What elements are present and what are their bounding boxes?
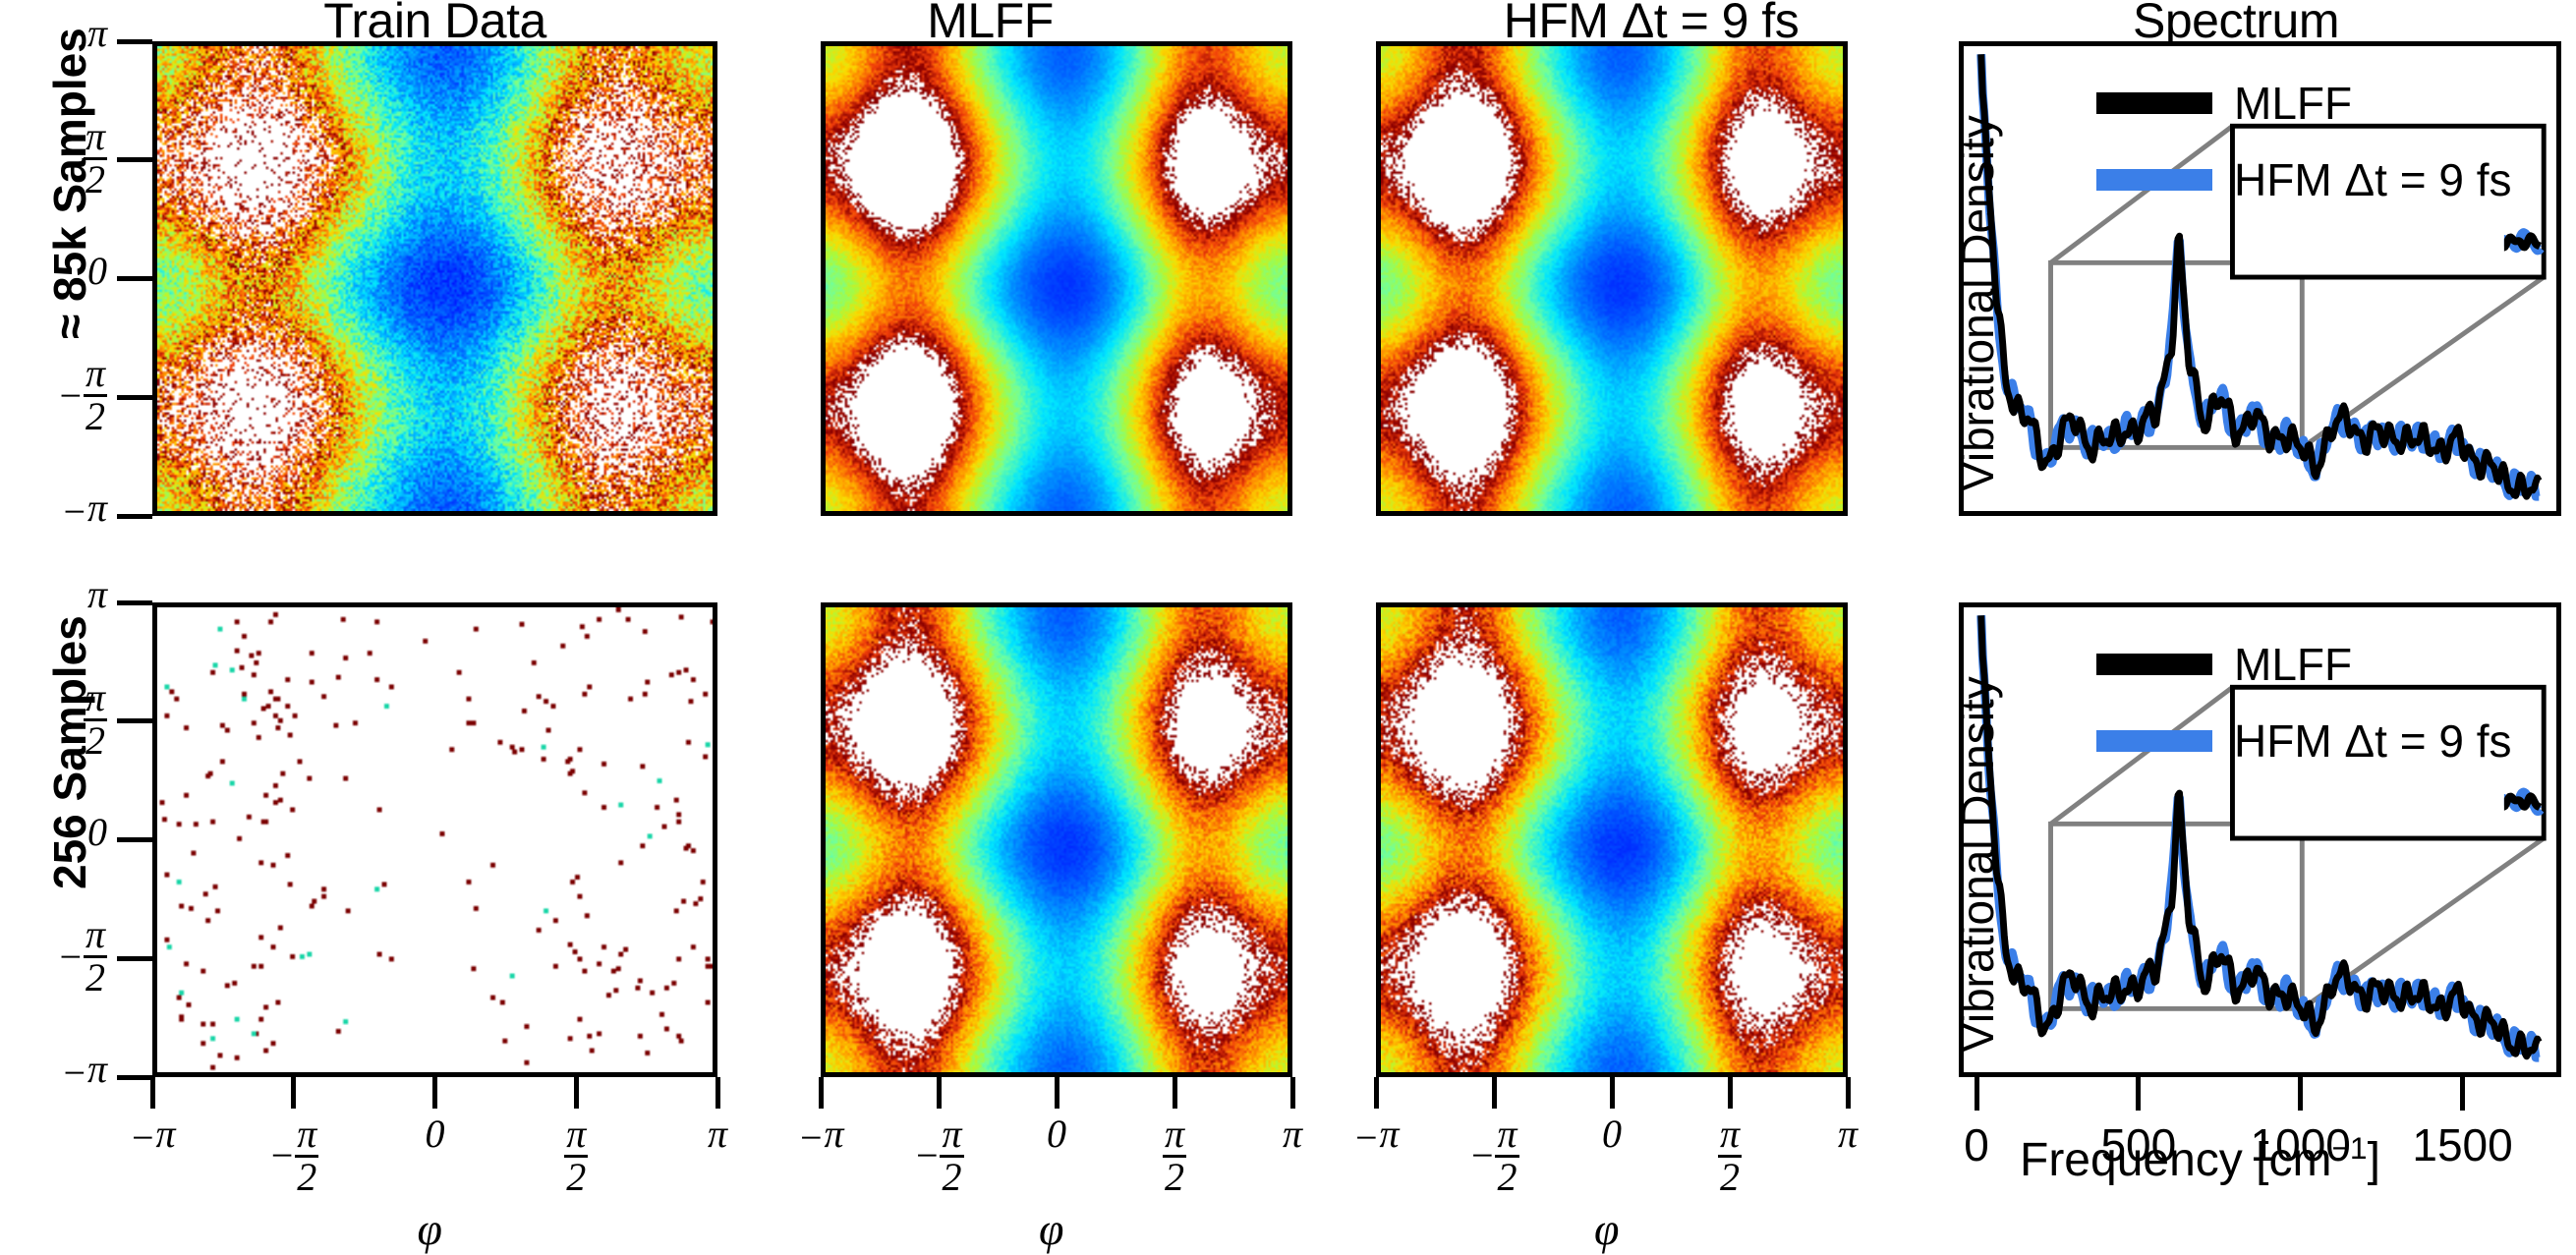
- rama-ytick-label: 0: [87, 248, 107, 293]
- rama-xtick-label: π: [1837, 1112, 1859, 1156]
- panel-hfm-85k: [1376, 41, 1848, 516]
- panel-hfm-256: [1376, 602, 1848, 1077]
- spectrum-xtick-label: 0: [1964, 1119, 1989, 1170]
- rama-xtick-mark: [432, 1077, 437, 1109]
- rama-xtick-label: −π: [129, 1112, 176, 1160]
- rama-xtick-label: − π 2: [1468, 1112, 1519, 1199]
- legend-label-mlff: MLFF: [2234, 639, 2353, 690]
- rama-ytick-label: π: [86, 11, 107, 55]
- spectrum-xtick-mark: [2298, 1077, 2304, 1111]
- rama-ytick-label: 0: [87, 809, 107, 854]
- rama-xtick-label: − π 2: [268, 1112, 319, 1199]
- legend-label-hfm: HFM Δt = 9 fs: [2234, 154, 2512, 205]
- rama-xtick-mark: [1845, 1077, 1851, 1109]
- rama-ytick-mark: [117, 276, 152, 281]
- spectrum-xlabel-sup: −1: [2331, 1130, 2368, 1166]
- panel-train-data-85k: [152, 41, 717, 516]
- rama-xtick-label: π: [707, 1112, 728, 1156]
- panel-mlff-85k: [821, 41, 1292, 516]
- rama-xtick-mark: [1491, 1077, 1497, 1109]
- rama-xtick-mark: [1727, 1077, 1733, 1109]
- inset-connector: [2049, 685, 2234, 827]
- rama-xtick-mark: [1289, 1077, 1295, 1109]
- rama-xlabel: φ: [1594, 1204, 1620, 1254]
- rama-xtick-mark: [1373, 1077, 1379, 1109]
- rama-xtick-label: 0: [1602, 1112, 1622, 1156]
- rama-xtick-label: 0: [1047, 1112, 1066, 1156]
- spectrum-xtick-label: 1500: [2412, 1119, 2513, 1170]
- legend-spectrum-256: MLFF: [2096, 642, 2352, 687]
- rama-xtick-mark: [936, 1077, 942, 1109]
- inset-connector: [2049, 124, 2234, 265]
- rama-xtick-mark: [149, 1077, 155, 1109]
- rama-ytick-label: −π: [60, 485, 107, 534]
- rama-ytick-mark: [117, 394, 152, 400]
- rama-xtick-mark: [291, 1077, 297, 1109]
- spectrum-line-mlff: [1977, 615, 2543, 1060]
- figure-root: Train Data MLFF HFM Δt = 9 fs Spectrum ≈…: [44, 0, 2561, 1254]
- column-title-hfm: HFM Δt = 9 fs: [1503, 0, 1800, 48]
- spectrum-xtick-label: 500: [2100, 1119, 2177, 1170]
- rama-ytick-mark: [117, 1074, 152, 1080]
- legend-spectrum-85k-hfm: HFM Δt = 9 fs: [2096, 157, 2512, 202]
- rama-xtick-mark: [1609, 1077, 1615, 1109]
- rama-ytick-mark: [117, 955, 152, 961]
- spectrum-xtick-mark: [1974, 1077, 1979, 1111]
- rama-xlabel: φ: [417, 1204, 442, 1254]
- rama-xtick-mark: [715, 1077, 720, 1109]
- legend-spectrum-256-hfm: HFM Δt = 9 fs: [2096, 718, 2512, 764]
- spectrum-xlabel-suffix: ]: [2367, 1134, 2380, 1186]
- rama-xtick-label: 0: [425, 1112, 445, 1156]
- column-title-train-data: Train Data: [323, 0, 546, 48]
- legend-label-hfm: HFM Δt = 9 fs: [2234, 715, 2512, 767]
- inset-axes: [2230, 684, 2547, 841]
- spectrum-xtick-mark: [2460, 1077, 2466, 1111]
- inset-axes: [2230, 123, 2547, 280]
- rama-xlabel: φ: [1039, 1204, 1064, 1254]
- rama-ytick-mark: [117, 599, 152, 605]
- column-title-mlff: MLFF: [927, 0, 1054, 48]
- rama-ytick-mark: [117, 38, 152, 44]
- rama-ytick-mark: [117, 837, 152, 842]
- legend-label-mlff: MLFF: [2234, 78, 2353, 129]
- rama-ytick-label: −π: [60, 1047, 107, 1095]
- spectrum-xtick-label: 1000: [2250, 1119, 2351, 1170]
- rama-xtick-label: π: [1282, 1112, 1303, 1156]
- panel-spectrum-256: [1959, 602, 2561, 1077]
- rama-xtick-mark: [818, 1077, 824, 1109]
- rama-ytick-label: − π 2: [56, 912, 107, 1000]
- spectrum-line-mlff: [1977, 54, 2543, 500]
- spectrum-xlabel-row2: Frequency [cm−1]: [2020, 1130, 2380, 1187]
- rama-ytick-mark: [117, 513, 152, 519]
- rama-xtick-label: − π 2: [913, 1112, 964, 1199]
- legend-swatch-mlff: [2096, 654, 2212, 675]
- column-title-spectrum: Spectrum: [2133, 0, 2339, 48]
- legend-swatch-hfm: [2096, 169, 2212, 191]
- legend-swatch-mlff: [2096, 92, 2212, 114]
- rama-ytick-label: − π 2: [56, 351, 107, 439]
- spectrum-xlabel-prefix: Frequency [cm: [2020, 1134, 2332, 1186]
- rama-xtick-mark: [573, 1077, 579, 1109]
- rama-ytick-mark: [117, 718, 152, 724]
- rama-ytick-label: π: [86, 572, 107, 616]
- spectrum-xtick-mark: [2136, 1077, 2142, 1111]
- legend-swatch-hfm: [2096, 730, 2212, 752]
- spectrum-ylabel-row2: Vibrational Density: [1952, 676, 2003, 1053]
- rama-xtick-label: −π: [1352, 1112, 1400, 1160]
- rama-xtick-mark: [1054, 1077, 1059, 1109]
- panel-mlff-256: [821, 602, 1292, 1077]
- legend-spectrum-85k: MLFF: [2096, 81, 2352, 126]
- rama-xtick-mark: [1172, 1077, 1177, 1109]
- panel-train-data-256: [152, 602, 717, 1077]
- spectrum-ylabel-row1: Vibrational Density: [1952, 115, 2003, 491]
- rama-xtick-label: −π: [797, 1112, 844, 1160]
- rama-ytick-mark: [117, 157, 152, 163]
- panel-spectrum-85k: [1959, 41, 2561, 516]
